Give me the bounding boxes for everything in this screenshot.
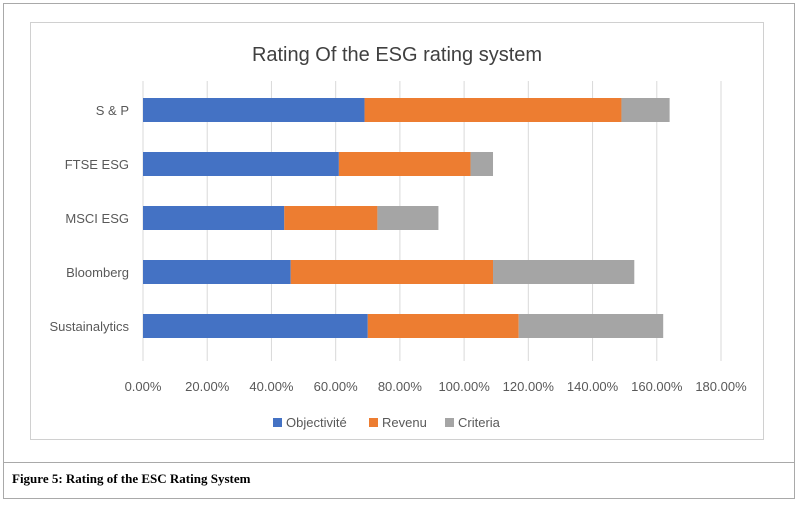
x-tick-label: 60.00% [314,379,359,394]
legend-label: Revenu [382,415,427,430]
x-tick-label: 120.00% [503,379,555,394]
chart-area: Rating Of the ESG rating system 0.00% 20.0… [30,22,764,440]
x-tick-label: 80.00% [378,379,423,394]
legend-label: Criteria [458,415,501,430]
legend-swatch [273,418,282,427]
bar-segment [470,152,494,176]
x-tick-label: 20.00% [185,379,230,394]
y-category-label: Bloomberg [66,265,129,280]
figure-caption: Figure 5: Rating of the ESC Rating Syste… [12,471,251,486]
x-tick-label: 160.00% [631,379,683,394]
bar-segment [338,152,471,176]
x-tick-label: 140.00% [567,379,619,394]
bar-segment [143,98,365,122]
figure-frame [3,3,795,499]
bar-segment [143,206,285,230]
bar-segment [518,314,664,338]
stacked-bar-chart: Rating Of the ESG rating system 0.00% 20.0… [50,44,748,430]
y-category-label: S & P [96,103,129,118]
bar-segment [364,98,622,122]
bar-segment [290,260,494,284]
legend-label: Objectivité [286,415,347,430]
bar-segment [367,314,519,338]
bar-segment [143,260,291,284]
bar-segment [143,314,368,338]
legend-swatch [369,418,378,427]
legend-swatch [445,418,454,427]
y-category-label: Sustainalytics [50,319,130,334]
bar-segment [377,206,439,230]
y-category-label: MSCI ESG [65,211,129,226]
x-tick-label: 100.00% [438,379,490,394]
x-tick-label: 180.00% [695,379,747,394]
bar-segment [284,206,378,230]
y-category-label: FTSE ESG [65,157,129,172]
caption-divider [3,462,795,463]
bar-segment [143,152,339,176]
x-tick-label: 40.00% [249,379,294,394]
x-tick-label: 0.00% [125,379,162,394]
bar-segment [493,260,635,284]
chart-title: Rating Of the ESG rating system [252,44,542,66]
bar-segment [621,98,670,122]
